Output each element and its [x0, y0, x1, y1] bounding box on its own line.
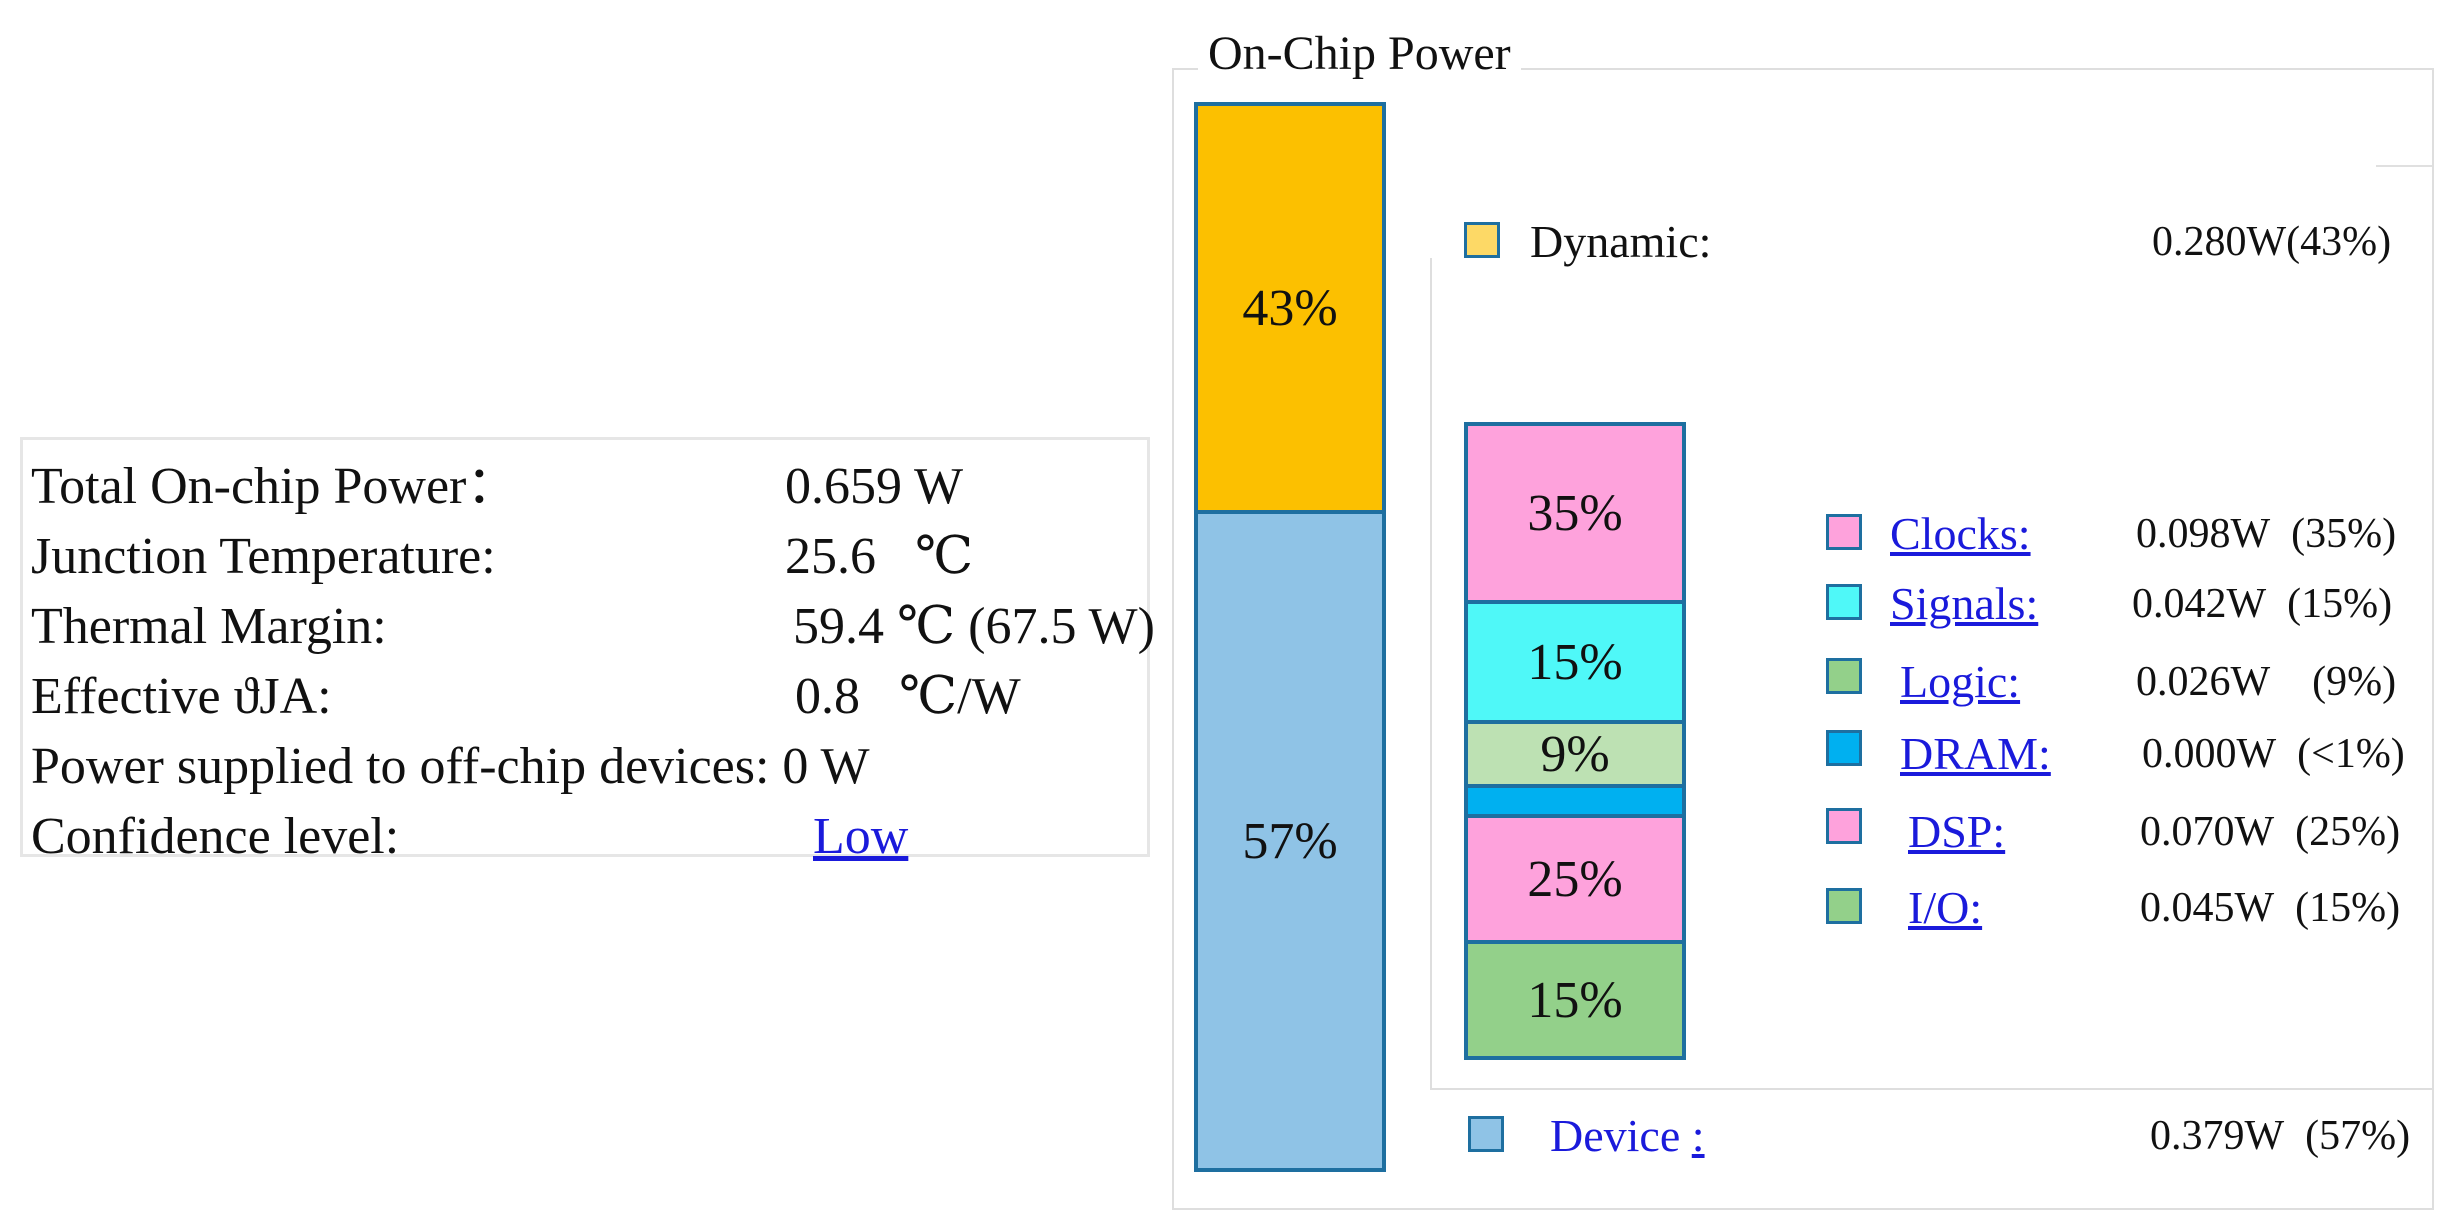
dsp-value: 0.070W (25%) — [2140, 809, 2401, 855]
device-swatch — [1468, 1116, 1504, 1152]
power-summary-box: Total On-chip Power： 0.659 W Junction Te… — [20, 437, 1155, 865]
main-bar-device-pct: 57% — [1242, 812, 1338, 870]
confidence-level-link[interactable]: Low — [813, 808, 909, 865]
signals-link[interactable]: Signals: — [1890, 578, 2039, 629]
thermal-margin-value: 59.4 ℃ (67.5 W) — [793, 598, 1155, 655]
breakdown-clocks-pct: 35% — [1527, 484, 1623, 542]
dram-value: 0.000W (<1%) — [2142, 731, 2405, 777]
effective-theta-ja-label: Effective ϑJA: — [31, 668, 332, 725]
junction-temperature-value: 25.6 ℃ — [785, 528, 974, 585]
device-link[interactable]: : — [1691, 1110, 1705, 1161]
junction-temperature-label: Junction Temperature: — [31, 528, 496, 585]
logic-value: 0.026W (9%) — [2136, 659, 2397, 705]
io-swatch — [1826, 888, 1862, 924]
breakdown-bar-logic: 9% — [1464, 720, 1686, 788]
main-bar-dynamic-pct: 43% — [1242, 279, 1338, 337]
breakdown-logic-pct: 9% — [1540, 725, 1610, 783]
breakdown-signals-pct: 15% — [1527, 633, 1623, 691]
panel-title: On-Chip Power — [1198, 26, 1521, 82]
clocks-link[interactable]: Clocks: — [1890, 508, 2031, 559]
total-power-value: 0.659 W — [785, 458, 964, 515]
io-link[interactable]: I/O: — [1908, 882, 1983, 933]
panel-divider — [2376, 165, 2432, 167]
thermal-margin-label: Thermal Margin: — [31, 598, 387, 655]
io-value: 0.045W (15%) — [2140, 885, 2401, 931]
signals-value: 0.042W (15%) — [2132, 581, 2393, 627]
device-label: Device — [1550, 1110, 1681, 1161]
dynamic-value: 0.280W(43%) — [2152, 219, 2392, 265]
device-value: 0.379W (57%) — [2150, 1113, 2411, 1159]
dram-swatch — [1826, 730, 1862, 766]
clocks-value: 0.098W (35%) — [2136, 511, 2397, 557]
dynamic-bracket — [1430, 258, 2434, 1090]
dynamic-swatch — [1464, 222, 1500, 258]
dram-link[interactable]: DRAM: — [1900, 728, 2051, 779]
breakdown-io-pct: 15% — [1527, 971, 1623, 1029]
signals-swatch — [1826, 584, 1862, 620]
total-power-label: Total On-chip Power： — [31, 458, 519, 515]
breakdown-bar-dram — [1464, 784, 1686, 818]
dsp-swatch — [1826, 808, 1862, 844]
dsp-link[interactable]: DSP: — [1908, 806, 2006, 857]
on-chip-power-panel — [1172, 68, 2434, 1210]
logic-swatch — [1826, 658, 1862, 694]
clocks-swatch — [1826, 514, 1862, 550]
breakdown-bar-dsp: 25% — [1464, 814, 1686, 944]
main-bar-dynamic: 43% — [1194, 102, 1386, 514]
logic-link[interactable]: Logic: — [1900, 656, 2021, 707]
main-bar-device: 57% — [1194, 510, 1386, 1172]
effective-theta-ja-value: 0.8 ℃/W — [795, 668, 1021, 725]
device-label-row: Device : — [1550, 1108, 1705, 1164]
breakdown-bar-clocks: 35% — [1464, 422, 1686, 604]
off-chip-power-label: Power supplied to off-chip devices: 0 W — [31, 738, 870, 795]
breakdown-dsp-pct: 25% — [1527, 850, 1623, 908]
dynamic-label: Dynamic: — [1530, 216, 1712, 267]
breakdown-bar-io: 15% — [1464, 940, 1686, 1060]
confidence-level-label: Confidence level: — [31, 808, 400, 865]
breakdown-bar-signals: 15% — [1464, 600, 1686, 724]
